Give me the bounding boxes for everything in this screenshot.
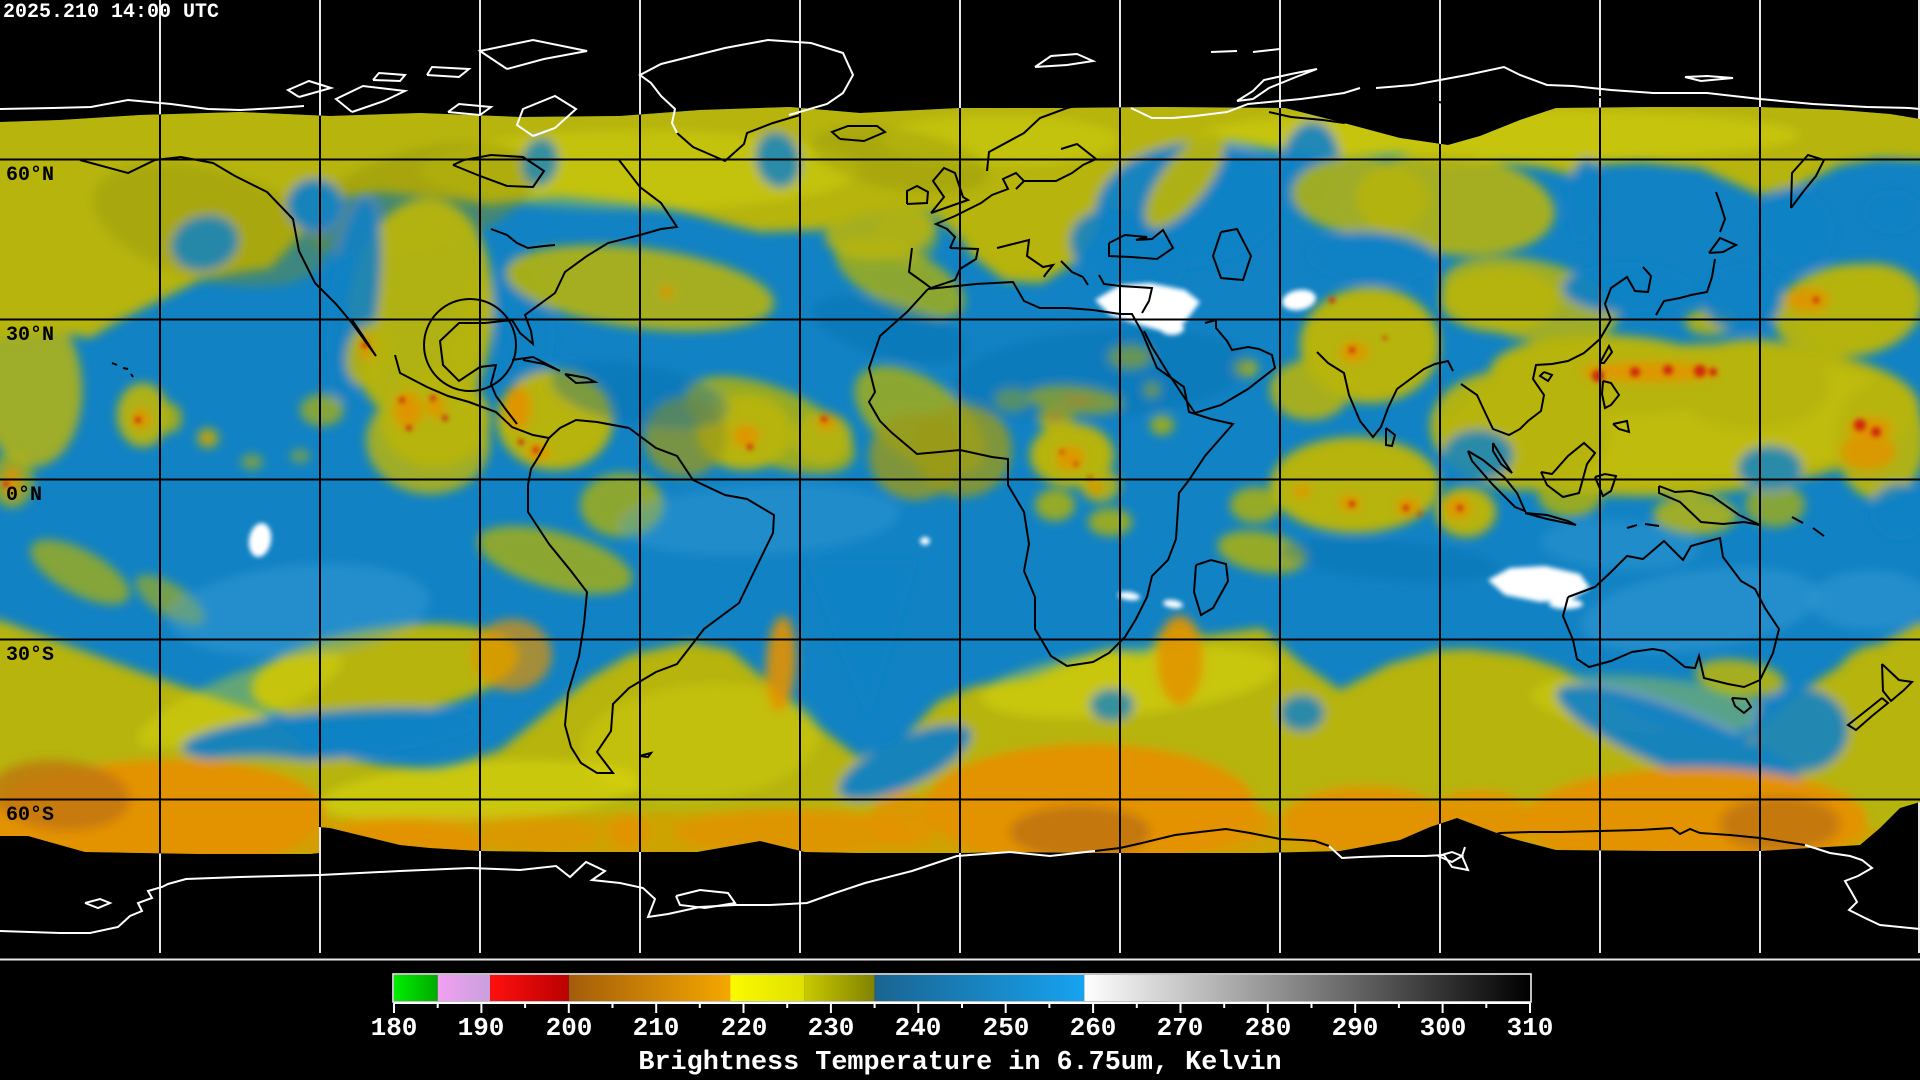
svg-text:200: 200	[546, 1013, 593, 1043]
svg-text:60°N: 60°N	[6, 164, 54, 187]
svg-text:60°S: 60°S	[6, 804, 54, 827]
svg-text:290: 290	[1332, 1013, 1379, 1043]
svg-text:270: 270	[1157, 1013, 1204, 1043]
svg-text:280: 280	[1245, 1013, 1292, 1043]
svg-text:30°S: 30°S	[6, 644, 54, 667]
svg-text:Brightness Temperature in 6.75: Brightness Temperature in 6.75um, Kelvin	[638, 1048, 1281, 1078]
svg-text:210: 210	[633, 1013, 680, 1043]
svg-text:0°N: 0°N	[6, 484, 42, 507]
svg-text:190: 190	[458, 1013, 505, 1043]
svg-text:180: 180	[371, 1013, 418, 1043]
svg-text:230: 230	[808, 1013, 855, 1043]
svg-text:240: 240	[895, 1013, 942, 1043]
svg-text:300: 300	[1420, 1013, 1467, 1043]
svg-text:310: 310	[1507, 1013, 1554, 1043]
svg-text:2025.210 14:00 UTC: 2025.210 14:00 UTC	[3, 1, 219, 24]
svg-text:30°N: 30°N	[6, 324, 54, 347]
svg-text:250: 250	[983, 1013, 1030, 1043]
svg-text:220: 220	[721, 1013, 768, 1043]
svg-text:260: 260	[1070, 1013, 1117, 1043]
